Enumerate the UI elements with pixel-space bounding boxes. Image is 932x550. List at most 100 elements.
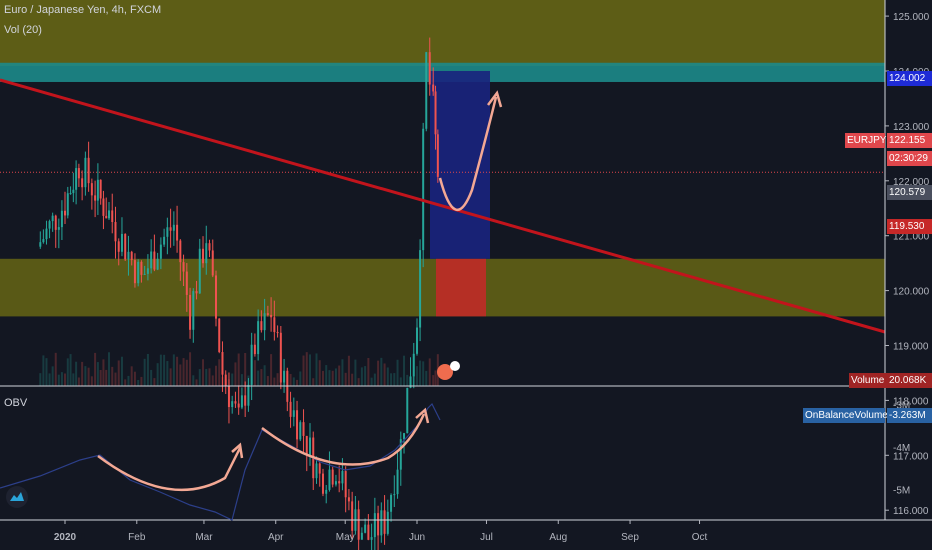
volume-bar <box>57 374 60 386</box>
candle-body <box>94 195 97 201</box>
projection-arrowhead <box>487 90 503 108</box>
bar-countdown-tag: 02:30:29 <box>887 151 932 166</box>
candle-body <box>60 210 63 228</box>
volume-bar <box>54 352 57 386</box>
vol-indicator-label[interactable]: Vol (20) <box>4 24 42 36</box>
volume-bar <box>432 375 435 386</box>
volume-bar <box>419 360 422 386</box>
candle-body <box>399 439 402 470</box>
volume-bar <box>114 372 117 386</box>
volume-bar <box>331 370 334 386</box>
volume-bar <box>386 367 389 386</box>
volume-bar <box>347 355 350 386</box>
candle-body <box>412 353 415 377</box>
candle-body <box>108 210 110 219</box>
volume-bar <box>380 357 383 386</box>
candle-body <box>244 395 247 406</box>
candle-body <box>39 242 42 247</box>
candle-body <box>260 321 263 331</box>
obv-tick-label: -4M <box>893 443 910 454</box>
volume-bar <box>90 376 93 386</box>
volume-bar <box>283 378 286 386</box>
last-price-tag: 122.155 <box>887 133 932 148</box>
candle-body <box>351 501 354 531</box>
candle-body <box>409 376 412 388</box>
volume-bar <box>412 376 415 386</box>
volume-bar <box>208 368 211 386</box>
price-tick-label: 117.000 <box>893 451 929 462</box>
time-tick-label: 2020 <box>54 532 77 543</box>
volume-bar <box>159 354 162 386</box>
volume-bar <box>182 358 185 386</box>
volume-bar <box>169 368 172 386</box>
volume-bar <box>399 377 402 386</box>
candle-body <box>159 244 162 259</box>
volume-bar <box>48 373 51 386</box>
candle-body <box>179 240 182 263</box>
candle-body <box>48 221 51 229</box>
volume-bar <box>279 352 282 386</box>
volume-bar <box>422 361 425 386</box>
volume-bar <box>357 378 360 386</box>
volume-bar <box>64 373 66 386</box>
candle-body <box>403 433 406 440</box>
volume-bar <box>127 375 130 386</box>
candle-body <box>146 268 149 274</box>
volume-bar <box>396 359 399 386</box>
time-tick-label: Oct <box>692 532 708 543</box>
candle-body <box>240 395 243 408</box>
candle-body <box>309 437 312 455</box>
volume-bar <box>133 371 136 386</box>
candle-body <box>250 344 253 385</box>
candle-body <box>163 236 166 245</box>
candle-body <box>364 524 367 533</box>
volume-bar <box>166 361 169 386</box>
volume-bar <box>227 379 230 386</box>
candle-body <box>111 210 114 223</box>
volume-bar <box>260 369 263 386</box>
zone-bottom-price-tag: 119.530 <box>887 219 932 234</box>
candle-body <box>425 52 428 129</box>
candle-body <box>130 251 133 261</box>
candle-body <box>218 318 221 353</box>
volume-bar <box>192 375 195 386</box>
candle-body <box>124 233 127 260</box>
volume-bar <box>214 365 217 386</box>
volume-bar <box>108 352 110 386</box>
candle-body <box>386 511 389 534</box>
volume-bar <box>390 373 393 386</box>
tradingview-logo-icon[interactable] <box>6 486 28 508</box>
descending-trendline <box>0 78 886 334</box>
obv-indicator-label[interactable]: OBV <box>4 397 28 409</box>
volume-bar <box>234 362 237 386</box>
symbol-title[interactable]: Euro / Japanese Yen, 4h, FXCM <box>4 4 162 16</box>
candle-body <box>195 291 198 294</box>
volume-bar <box>237 353 240 386</box>
volume-bar <box>42 355 45 386</box>
volume-bar <box>153 378 156 386</box>
candle-body <box>176 224 179 241</box>
candle-body <box>117 241 120 252</box>
volume-bar <box>218 359 221 386</box>
price-tick-label: 122.000 <box>893 177 930 188</box>
volume-bar <box>221 377 224 386</box>
volume-bar <box>195 379 198 386</box>
volume-bar <box>176 356 179 386</box>
candle-body <box>114 222 117 242</box>
volume-bar <box>163 354 166 386</box>
candle-body <box>370 537 373 540</box>
stop-box <box>436 258 486 317</box>
volume-bar <box>140 376 143 386</box>
candle-body <box>270 314 273 318</box>
volume-bar <box>270 354 273 386</box>
volume-bar <box>150 369 153 386</box>
volume-bar <box>334 368 337 386</box>
candle-body <box>390 495 393 512</box>
candle-body <box>266 313 269 315</box>
candle-body <box>105 215 108 219</box>
volume-bar <box>266 376 269 386</box>
candle-body <box>367 524 370 540</box>
candle-body <box>96 179 99 201</box>
